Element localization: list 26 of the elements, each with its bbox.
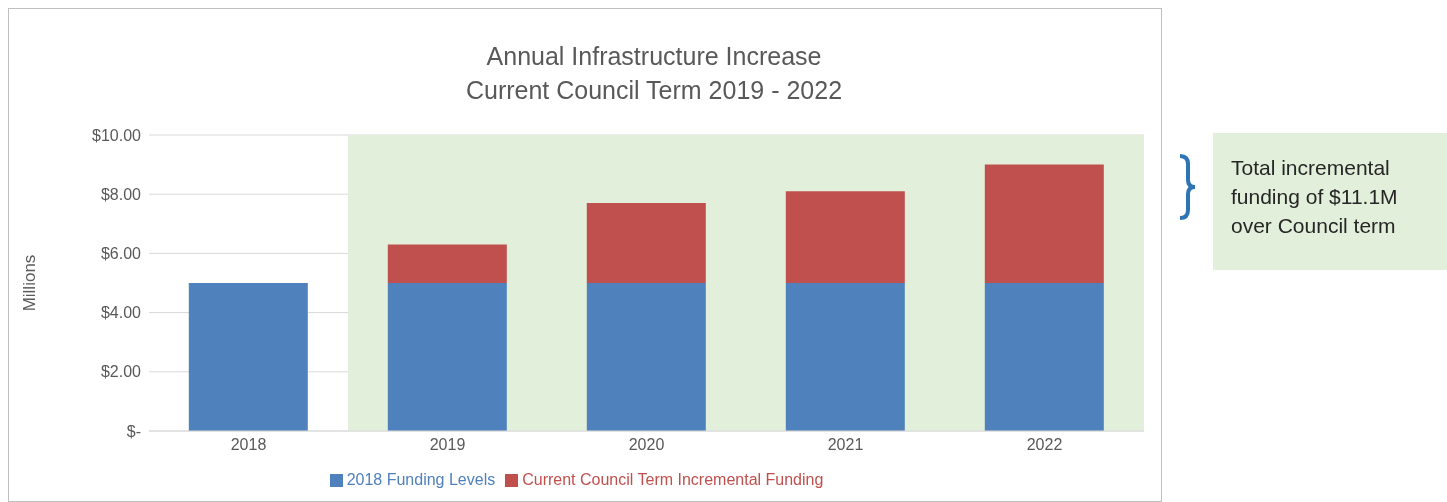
bar [586,283,706,431]
bar [984,164,1104,283]
y-tick-label: $4.00 [100,304,142,322]
bar [387,283,507,431]
text: Total incremental funding of $11.1M over Council term [1213,133,1447,270]
x-tick-label: 2022 [1026,436,1063,454]
x-tick-label: 2020 [628,436,665,454]
y-tick-label: $10.00 [92,126,142,144]
chart-subtitle: Current Council Term 2019 - 2022 [464,75,844,106]
bar [387,244,507,283]
y-axis-title: Millions [20,254,40,312]
bar [785,191,905,283]
bar [984,283,1104,431]
legend-label: 2018 Funding Levels [346,471,496,488]
y-tick-label: $2.00 [100,363,142,381]
legend-label: Current Council Term Incremental Funding [522,471,824,488]
x-tick-label: 2018 [230,436,267,454]
x-tick-label: 2021 [827,436,864,454]
y-tick-label: $6.00 [100,245,142,263]
x-tick-label: 2019 [429,436,466,454]
chart-title: Annual Infrastructure Increase [485,41,823,72]
y-tick-label: $8.00 [100,185,142,203]
bar [188,283,308,431]
bar [586,203,706,283]
y-tick-label: $- [126,422,141,440]
bar [785,283,905,431]
